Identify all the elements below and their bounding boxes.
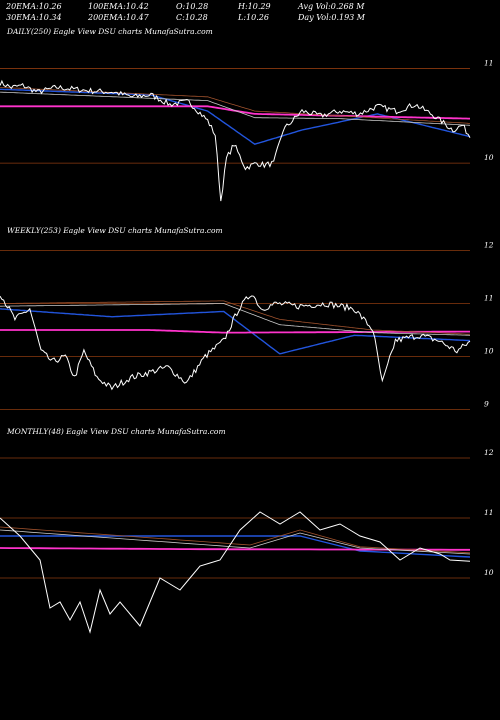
price-line [0, 295, 471, 391]
high-readout: H:10.29 [238, 2, 271, 11]
ema-brown-line [0, 526, 471, 554]
ema-fast-line [0, 308, 471, 355]
ema-brown-line [0, 300, 470, 335]
ema-mid-line [0, 303, 471, 336]
ema200-readout: 200EMA:10.47 [88, 13, 149, 22]
y-tick-label: 12 [484, 448, 494, 457]
price-line [0, 511, 471, 634]
day-vol-readout: Day Vol:0.193 M [298, 13, 365, 22]
y-tick-label: 11 [484, 58, 494, 67]
panel-1: 12 11 10 9 [0, 241, 494, 410]
y-tick-label: 11 [484, 294, 494, 303]
panel-0: 11 10 [0, 58, 494, 202]
daily-chart-title: DAILY(250) Eagle View DSU charts MunafaS… [7, 27, 213, 36]
ema100-readout: 100EMA:10.42 [88, 2, 149, 11]
y-tick-label: 10 [484, 346, 494, 355]
y-tick-label: 11 [484, 508, 494, 517]
ema-slow-line [0, 329, 470, 334]
ema30-readout: 30EMA:10.34 [6, 13, 62, 22]
price-line [0, 79, 471, 202]
open-readout: O:10.28 [176, 2, 209, 11]
avg-vol-readout: Avg Vol:0.268 M [298, 2, 365, 11]
y-tick-label: 10 [484, 568, 494, 577]
close-readout: C:10.28 [176, 13, 208, 22]
low-readout: L:10.26 [238, 13, 269, 22]
weekly-chart-title: WEEKLY(253) Eagle View DSU charts Munafa… [7, 226, 223, 235]
ema-fast-line [0, 535, 471, 558]
ema-mid-line [0, 91, 471, 126]
y-tick-label: 9 [484, 399, 489, 408]
monthly-chart-title: MONTHLY(48) Eagle View DSU charts Munafa… [7, 427, 226, 436]
ema20-readout: 20EMA:10.26 [6, 2, 62, 11]
y-tick-label: 12 [484, 241, 494, 250]
panel-2: 12 11 10 [0, 448, 494, 634]
ema-mid-line [0, 529, 471, 555]
y-tick-label: 10 [484, 153, 494, 162]
